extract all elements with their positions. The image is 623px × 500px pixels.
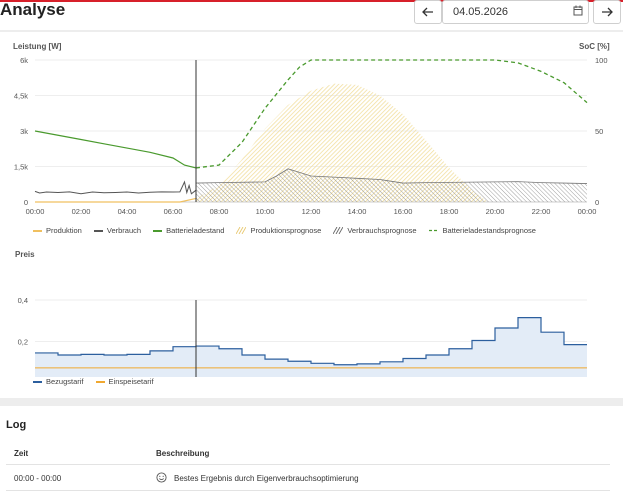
x-tick-label: 08:00 [210,207,229,216]
y-tick-label-left: 1,5k [14,163,28,172]
legend-label: Batterieladestandsprognose [442,226,536,235]
production-line [35,197,197,203]
legend-production[interactable]: Produktion [33,226,82,235]
x-tick-label: 02:00 [72,207,91,216]
soc-axis-label: SoC [%] [579,42,610,51]
x-tick-label: 06:00 [164,207,183,216]
hatch-swatch-icon [333,227,344,234]
y-tick-label: 0,2 [18,338,28,347]
arrow-right-icon [602,7,613,17]
hatch-swatch-icon [236,227,247,234]
legend-consumption[interactable]: Verbrauch [93,226,142,235]
log-row-time: 00:00 - 00:00 [14,474,62,483]
purchase-tariff-area [35,317,587,377]
consumption-forecast-line [195,168,588,184]
y-tick-label: 0,4 [18,296,28,305]
log-card: Log Zeit Beschreibung 00:00 - 00:00 Best… [0,406,623,500]
battery-forecast-line [195,59,588,169]
battery-line [34,130,197,169]
legend-swatch [93,229,103,232]
legend-swatch [95,380,105,383]
x-tick-label: 22:00 [532,207,551,216]
legend-swatch [33,380,42,383]
legend-battery-forecast[interactable]: Batterieladestandsprognose [428,226,536,235]
x-tick-label: 16:00 [394,207,413,216]
legend-feed-in-tariff[interactable]: Einspeisetarif [95,377,154,386]
analysis-chart-card: Leistung [W] SoC [%] 6k 4,5k 3k 1,5k 0 100 50 0… [0,32,623,398]
legend-consumption-forecast[interactable]: Verbrauchsprognose [333,226,417,235]
previous-day-button[interactable] [414,0,442,24]
legend-purchase-tariff[interactable]: Bezugstarif [33,377,84,386]
y-tick-label-right: 50 [595,127,603,136]
log-col-description: Beschreibung [156,449,210,458]
divider [6,490,610,491]
legend-battery[interactable]: Batterieladestand [153,226,224,235]
smiley-icon [156,472,167,483]
legend-label: Verbrauch [106,226,142,235]
log-col-time: Zeit [14,449,29,458]
purchase-tariff-line [35,317,587,366]
x-tick-label: 10:00 [256,207,275,216]
consumption-forecast-area [196,168,587,202]
power-axis-label: Leistung [W] [13,42,62,51]
legend-swatch [33,229,42,232]
price-chart[interactable]: 0,40,2000:0002:0004:0006:0008:0010:0012:… [0,257,623,377]
date-value: 04.05.2026 [453,6,509,18]
legend-label: Produktion [46,226,82,235]
calendar-icon[interactable] [573,5,583,16]
legend-swatch [153,229,163,232]
production-forecast-area [196,83,495,202]
x-tick-label: 04:00 [118,207,137,216]
x-tick-label: 20:00 [486,207,505,216]
x-tick-label: 14:00 [348,207,367,216]
y-tick-label-left: 4,5k [14,92,28,101]
legend-label: Produktionsprognose [250,226,322,235]
legend-label: Batterieladestand [166,226,225,235]
next-day-button[interactable] [593,0,621,24]
dashed-swatch-icon [428,229,439,232]
price-legend: Bezugstarif Einspeisetarif [33,377,166,386]
legend-label: Verbrauchsprognose [347,226,417,235]
y-tick-label-right: 0 [595,198,599,207]
top-bar: Analyse 04.05.2026 [0,0,623,30]
page-title: Analyse [0,0,66,19]
legend-production-forecast[interactable]: Produktionsprognose [236,226,321,235]
power-legend: Produktion Verbrauch Batterieladestand P… [33,226,548,235]
y-tick-label-right: 100 [595,56,608,65]
legend-label: Bezugstarif [46,377,84,386]
divider [6,464,610,465]
y-tick-label-left: 3k [20,127,28,136]
date-field[interactable]: 04.05.2026 [442,0,589,24]
log-title: Log [6,419,27,431]
accent-line [0,0,623,2]
x-tick-label: 18:00 [440,207,459,216]
x-tick-label: 12:00 [302,207,321,216]
y-tick-label-left: 6k [20,56,28,65]
y-tick-label-left: 0 [24,198,28,207]
x-tick-label: 00:00 [578,207,597,216]
legend-label: Einspeisetarif [108,377,154,386]
log-row-description: Bestes Ergebnis durch Eigenverbrauchsopt… [174,474,359,483]
consumption-line [34,180,197,195]
arrow-left-icon [422,7,433,17]
x-tick-label: 00:00 [26,207,45,216]
price-axis-label: Preis [15,250,35,259]
